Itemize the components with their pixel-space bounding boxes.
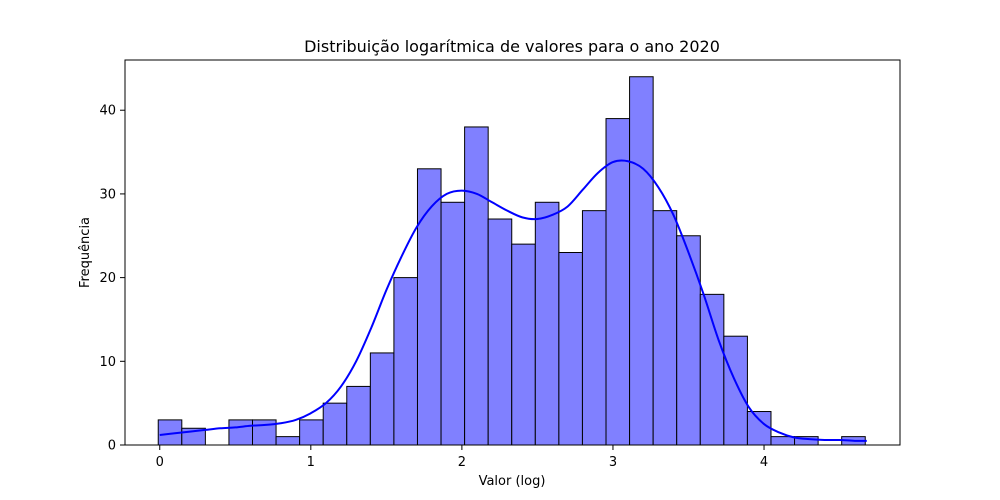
histogram-bar [746, 411, 772, 446]
x-tick-label: 1 [307, 455, 315, 470]
y-tick-label: 10 [99, 355, 116, 370]
histogram-bar [581, 210, 607, 446]
histogram-bar [652, 210, 678, 446]
x-axis-ticks: 0 1 2 3 4 [156, 445, 768, 470]
y-axis-ticks: 0 10 20 30 40 [99, 104, 125, 454]
histogram-bar [676, 235, 701, 446]
histogram-bar [322, 402, 348, 446]
x-tick-label: 4 [760, 455, 768, 470]
y-tick-label: 0 [108, 439, 116, 454]
x-tick-label: 2 [458, 455, 466, 470]
histogram-bar [393, 277, 418, 446]
x-axis-label: Valor (log) [479, 474, 546, 489]
y-axis-label: Frequência [78, 217, 93, 288]
y-tick-label: 30 [99, 187, 116, 202]
histogram-bar [558, 252, 583, 446]
histogram-bar [228, 419, 254, 446]
chart-title: Distribuição logarítmica de valores para… [304, 37, 720, 56]
histogram-bar [511, 243, 536, 446]
y-tick-label: 40 [99, 104, 116, 119]
histogram-bar [699, 293, 725, 446]
histogram-bar [629, 76, 654, 446]
histogram-bar [369, 352, 395, 446]
histogram-bars [157, 76, 866, 446]
kde-curve [159, 159, 867, 442]
histogram-bar [299, 419, 324, 446]
histogram-bar [534, 201, 560, 446]
histogram-bar [487, 218, 513, 446]
x-tick-label: 0 [156, 455, 164, 470]
histogram-bar [346, 385, 371, 446]
plot-area-frame [124, 59, 901, 446]
histogram-bar [464, 126, 489, 446]
x-tick-label: 3 [609, 455, 617, 470]
histogram-bar [605, 118, 631, 446]
histogram-bar [723, 335, 748, 446]
histogram-bar [770, 436, 796, 446]
y-tick-label: 20 [99, 271, 116, 286]
histogram-bar [275, 436, 301, 446]
histogram-bar [440, 201, 466, 446]
